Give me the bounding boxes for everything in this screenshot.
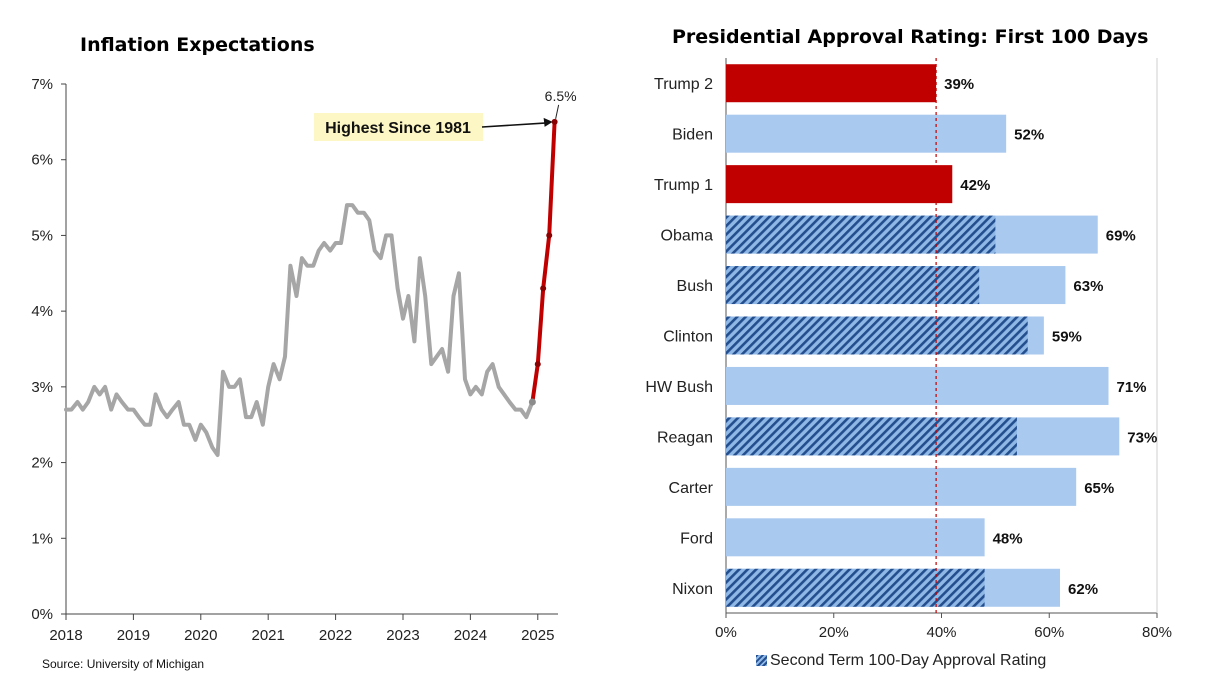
y-tick-label: 5% xyxy=(31,227,53,244)
category-label: Trump 2 xyxy=(654,76,713,93)
value-label: 69% xyxy=(1106,228,1136,245)
bar xyxy=(726,366,1109,405)
second-term-bar xyxy=(726,316,1028,355)
value-label: 73% xyxy=(1127,429,1157,446)
category-label: Carter xyxy=(669,480,714,497)
annotation-box xyxy=(314,113,483,141)
approval-chart: 0% 20% 40% 60% 80% Trump 2 39% Biden 52% Trump 1 4… xyxy=(645,58,1172,641)
recent-point xyxy=(540,285,547,292)
inflation-chart: 0% 1% 2% 3% 4% 5% 6% 7% 2018 2019 2020 2021 2022 2023… xyxy=(31,76,576,644)
bar xyxy=(726,518,985,557)
annotation-value: 6.5% xyxy=(545,88,577,104)
bar xyxy=(726,114,1007,153)
bar xyxy=(726,165,953,204)
history-series-line xyxy=(64,203,535,457)
x-tick-label: 2022 xyxy=(319,627,352,644)
x-tick-label: 0% xyxy=(715,624,737,641)
annotation-label: Highest Since 1981 xyxy=(325,120,471,137)
x-tick-label: 2023 xyxy=(386,627,419,644)
category-label: Nixon xyxy=(672,581,713,598)
bar xyxy=(726,467,1077,506)
x-tick-label: 2025 xyxy=(521,627,554,644)
source-note: Source: University of Michigan xyxy=(42,657,205,671)
second-term-bar xyxy=(726,417,1017,456)
x-tick-label: 80% xyxy=(1142,624,1172,641)
value-label: 59% xyxy=(1052,329,1082,346)
y-tick-label: 1% xyxy=(31,530,53,547)
x-tick-label: 2018 xyxy=(49,627,82,644)
x-tick-label: 2020 xyxy=(184,627,217,644)
left-chart-title: Inflation Expectations xyxy=(80,34,315,56)
second-term-bar xyxy=(726,266,980,305)
y-tick-label: 6% xyxy=(31,152,53,169)
second-term-bar xyxy=(726,568,985,607)
x-tick-label: 40% xyxy=(926,624,956,641)
y-tick-label: 3% xyxy=(31,379,53,396)
category-label: Reagan xyxy=(657,429,713,446)
category-label: HW Bush xyxy=(645,379,713,396)
recent-series-line xyxy=(530,119,557,404)
x-tick-label: 20% xyxy=(819,624,849,641)
value-label: 65% xyxy=(1084,480,1114,497)
value-label: 71% xyxy=(1117,379,1147,396)
x-tick-label: 2019 xyxy=(117,627,150,644)
x-tick-label: 2024 xyxy=(454,627,487,644)
value-label: 39% xyxy=(944,76,974,93)
category-label: Obama xyxy=(661,228,714,245)
y-tick-label: 4% xyxy=(31,303,53,320)
recent-point xyxy=(551,118,558,125)
x-tick-label: 2021 xyxy=(252,627,285,644)
value-label: 63% xyxy=(1073,278,1103,295)
legend: Second Term 100-Day Approval Rating xyxy=(756,652,1046,670)
category-label: Clinton xyxy=(663,329,713,346)
y-tick-label: 0% xyxy=(31,606,53,623)
recent-point xyxy=(534,361,541,368)
value-label: 62% xyxy=(1068,581,1098,598)
annotation-arrowhead xyxy=(543,117,553,127)
recent-point xyxy=(546,232,553,239)
second-term-bar xyxy=(726,215,996,254)
category-label: Trump 1 xyxy=(654,177,713,194)
history-point xyxy=(528,398,536,406)
category-label: Biden xyxy=(672,127,713,144)
annotation-arrow xyxy=(481,122,549,128)
value-label: 48% xyxy=(993,530,1023,547)
x-tick-label: 60% xyxy=(1034,624,1064,641)
bar xyxy=(726,64,937,103)
y-tick-label: 7% xyxy=(31,76,53,93)
category-label: Bush xyxy=(677,278,713,295)
value-label: 52% xyxy=(1014,127,1044,144)
y-tick-label: 2% xyxy=(31,455,53,472)
legend-hatch-swatch xyxy=(756,655,767,666)
annotation-value-leader xyxy=(555,104,560,119)
legend-label: Second Term 100-Day Approval Rating xyxy=(770,652,1047,669)
category-label: Ford xyxy=(680,530,713,547)
right-chart-title: Presidential Approval Rating: First 100 … xyxy=(672,26,1149,48)
value-label: 42% xyxy=(960,177,990,194)
